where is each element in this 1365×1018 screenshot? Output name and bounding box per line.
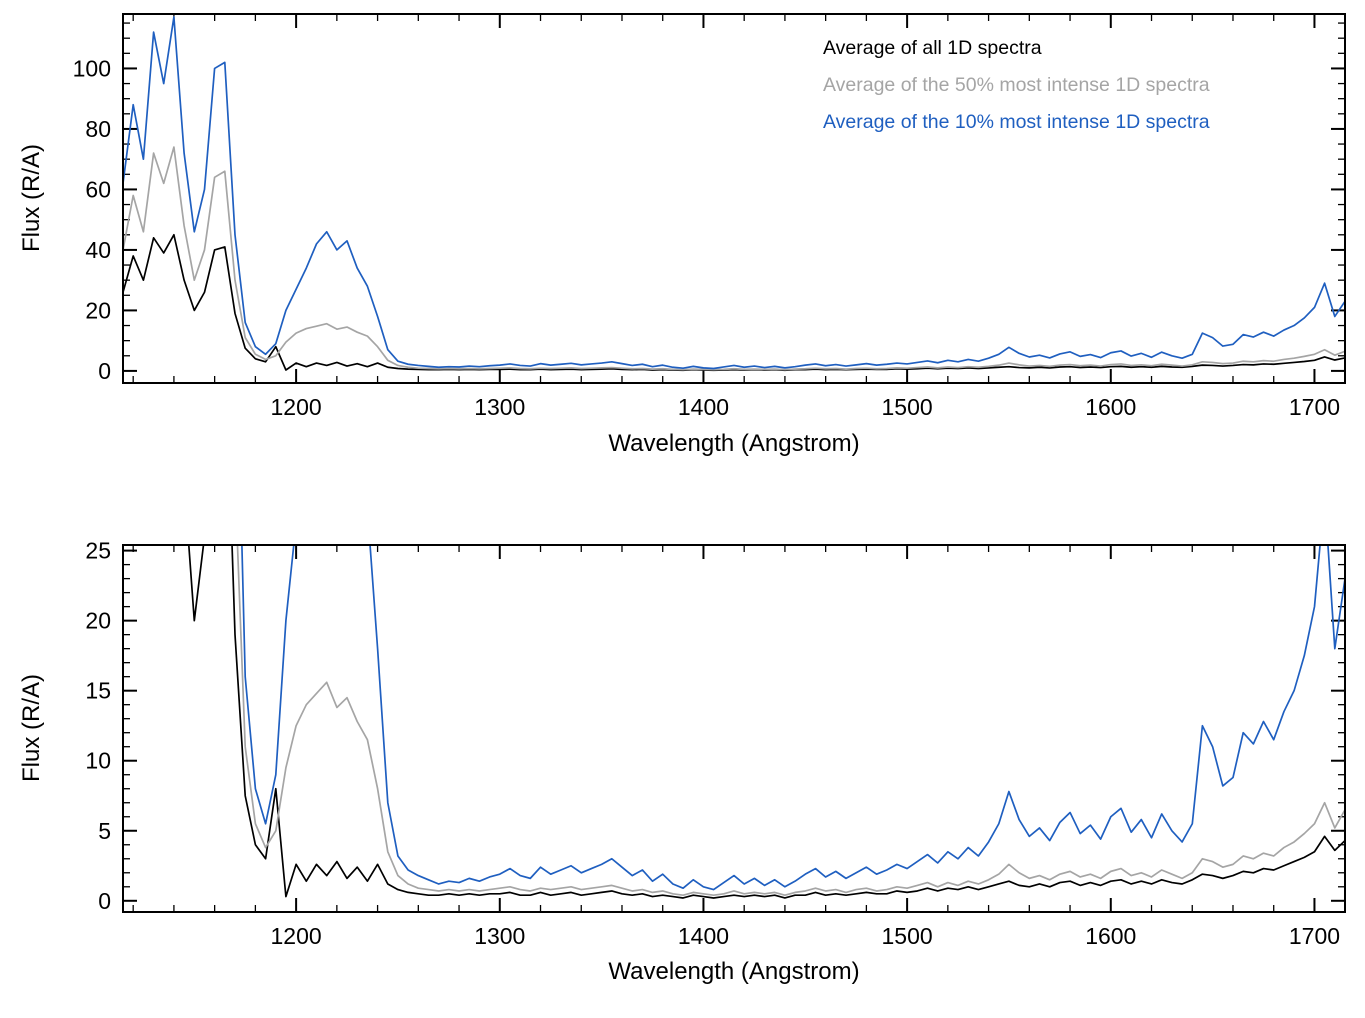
series-line-top-50-percent (236, 545, 1345, 897)
series-line-top-50-percent (123, 146, 1345, 371)
series-line-top-10-percent (123, 16, 1345, 370)
x-axis-label: Wavelength (Angstrom) (608, 430, 860, 457)
y-tick-label: 80 (85, 116, 111, 142)
y-axis-label: Flux (R/A) (18, 674, 45, 782)
series-line-all-spectra (123, 233, 1345, 372)
y-tick-label: 20 (85, 608, 111, 634)
x-tick-label: 1200 (271, 394, 322, 420)
panel-full-scale: 1200 1300 1400 1500 1600 1700 0 20 40 60 80 100 Flu… (0, 0, 1365, 470)
y-tick-label: 100 (73, 55, 111, 81)
y-tick-label: 10 (85, 748, 111, 774)
spectra-chart-zoomed: 1200 1300 1400 1500 1600 1700 0 5 10 15 20 25 (85, 538, 1346, 949)
x-axis-label: Wavelength (Angstrom) (608, 958, 860, 985)
plot-frame (122, 544, 1346, 913)
legend-item-top-10-percent: Average of the 10% most intense 1D spect… (823, 111, 1210, 133)
x-tick-label: 1400 (678, 923, 729, 949)
y-tick-label: 0 (98, 888, 111, 914)
legend-item-all-spectra: Average of all 1D spectra (823, 37, 1042, 59)
x-tick-label: 1600 (1085, 394, 1136, 420)
x-tick-label: 1300 (474, 923, 525, 949)
spectra-chart-full-scale: 1200 1300 1400 1500 1600 1700 0 20 40 60 80 100 (73, 13, 1346, 420)
y-tick-label: 25 (85, 538, 111, 564)
x-tick-label: 1200 (271, 923, 322, 949)
legend-item-top-50-percent: Average of the 50% most intense 1D spect… (823, 74, 1210, 96)
x-tick-label: 1600 (1085, 923, 1136, 949)
x-tick-label: 1500 (882, 394, 933, 420)
series-line-top-10-percent (241, 545, 1345, 891)
y-tick-label: 20 (85, 297, 111, 323)
y-tick-label: 5 (98, 818, 111, 844)
panel-zoomed: 1200 1300 1400 1500 1600 1700 0 5 10 15 20 25 Flux … (0, 470, 1365, 1018)
legend: Average of all 1D spectra Average of the… (823, 30, 1210, 141)
plot-frame (122, 13, 1346, 384)
series-line-all-spectra (187, 545, 1345, 899)
x-tick-label: 1700 (1289, 394, 1340, 420)
x-tick-label: 1500 (882, 923, 933, 949)
y-tick-label: 15 (85, 678, 111, 704)
x-tick-label: 1300 (474, 394, 525, 420)
y-axis-label: Flux (R/A) (18, 144, 45, 252)
y-tick-label: 40 (85, 237, 111, 263)
x-tick-label: 1700 (1289, 923, 1340, 949)
y-tick-label: 60 (85, 176, 111, 202)
y-tick-label: 0 (98, 358, 111, 384)
x-tick-label: 1400 (678, 394, 729, 420)
